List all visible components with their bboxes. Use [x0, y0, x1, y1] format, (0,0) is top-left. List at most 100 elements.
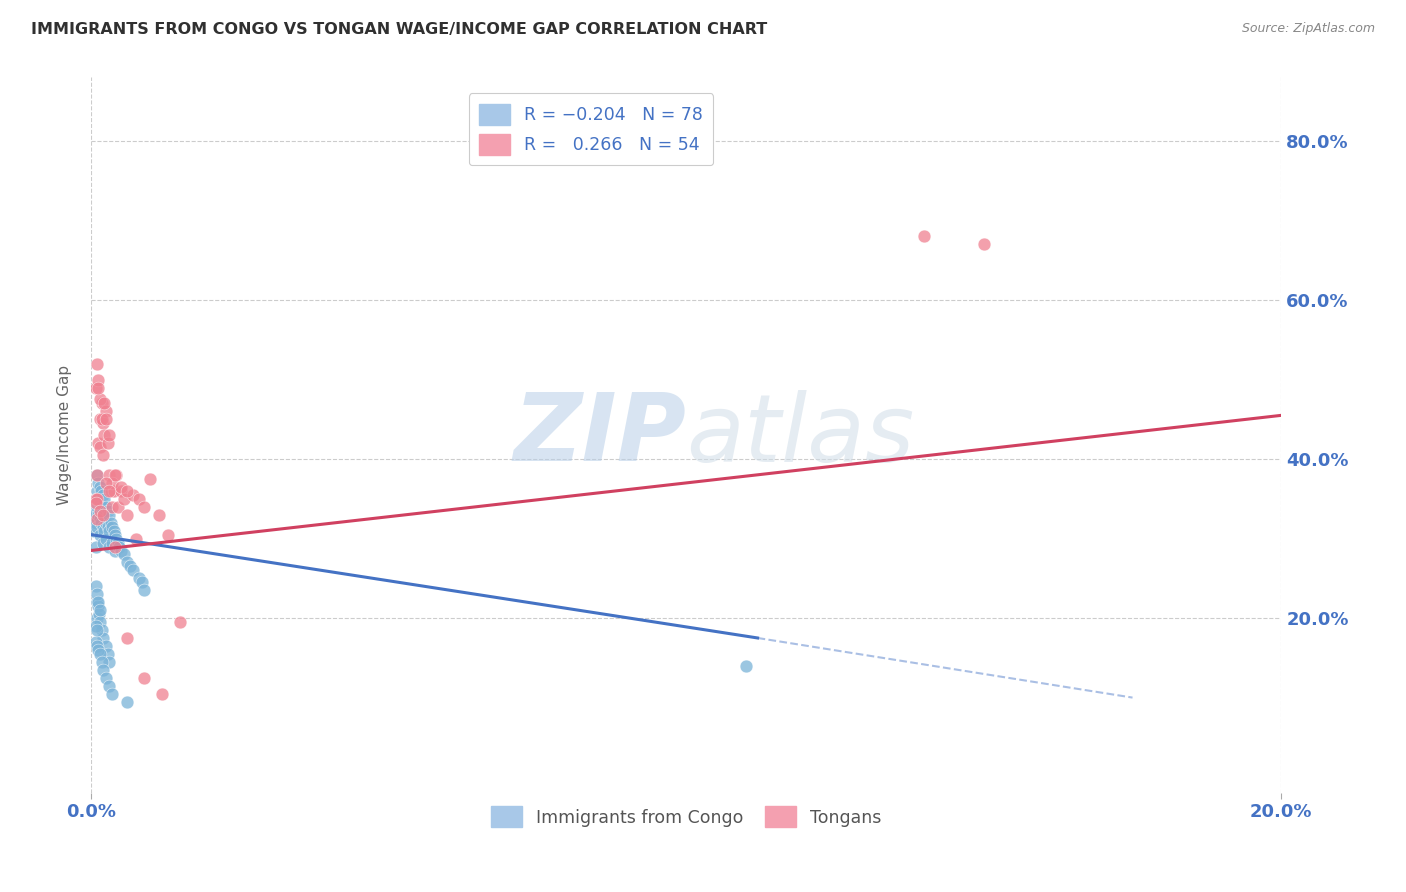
Point	[107, 500, 129, 514]
Point	[94, 671, 117, 685]
Point	[89, 480, 111, 494]
Point	[86, 639, 108, 653]
Point	[86, 500, 108, 514]
Point	[97, 483, 120, 498]
Text: ZIP: ZIP	[513, 389, 686, 481]
Point	[89, 412, 111, 426]
Point	[94, 500, 117, 514]
Point	[91, 504, 114, 518]
Point	[112, 548, 135, 562]
Point	[89, 504, 111, 518]
Point	[93, 524, 115, 538]
Point	[734, 658, 756, 673]
Point	[91, 448, 114, 462]
Point	[100, 519, 122, 533]
Point	[121, 563, 143, 577]
Point	[91, 508, 114, 522]
Point	[90, 500, 112, 514]
Point	[93, 428, 115, 442]
Point	[97, 679, 120, 693]
Point	[97, 655, 120, 669]
Point	[150, 687, 173, 701]
Point	[87, 508, 110, 522]
Point	[94, 516, 117, 530]
Point	[84, 496, 107, 510]
Point	[94, 475, 117, 490]
Point	[87, 599, 110, 614]
Point	[100, 687, 122, 701]
Point	[86, 491, 108, 506]
Point	[91, 488, 114, 502]
Point	[97, 647, 120, 661]
Point	[104, 540, 127, 554]
Point	[97, 428, 120, 442]
Point	[86, 595, 108, 609]
Point	[86, 512, 108, 526]
Point	[84, 579, 107, 593]
Point	[83, 524, 105, 538]
Point	[86, 467, 108, 482]
Point	[121, 488, 143, 502]
Point	[89, 512, 111, 526]
Point	[115, 695, 138, 709]
Point	[100, 500, 122, 514]
Point	[90, 412, 112, 426]
Point	[134, 500, 156, 514]
Point	[104, 467, 127, 482]
Point	[89, 603, 111, 617]
Text: IMMIGRANTS FROM CONGO VS TONGAN WAGE/INCOME GAP CORRELATION CHART: IMMIGRANTS FROM CONGO VS TONGAN WAGE/INC…	[31, 22, 768, 37]
Point	[91, 631, 114, 645]
Point	[84, 619, 107, 633]
Point	[89, 615, 111, 629]
Point	[973, 237, 995, 252]
Point	[104, 527, 127, 541]
Point	[118, 559, 141, 574]
Point	[97, 519, 120, 533]
Point	[84, 540, 107, 554]
Point	[110, 543, 132, 558]
Point	[94, 639, 117, 653]
Point	[91, 519, 114, 533]
Point	[110, 480, 132, 494]
Point	[148, 508, 170, 522]
Point	[90, 516, 112, 530]
Point	[104, 467, 127, 482]
Point	[108, 540, 131, 554]
Point	[912, 229, 935, 244]
Point	[86, 519, 108, 533]
Point	[97, 504, 120, 518]
Point	[86, 357, 108, 371]
Point	[84, 635, 107, 649]
Point	[93, 491, 115, 506]
Point	[90, 655, 112, 669]
Point	[86, 611, 108, 625]
Point	[93, 508, 115, 522]
Point	[115, 556, 138, 570]
Point	[97, 508, 120, 522]
Point	[86, 467, 108, 482]
Point	[115, 631, 138, 645]
Point	[94, 404, 117, 418]
Point	[84, 380, 107, 394]
Point	[97, 467, 120, 482]
Point	[90, 623, 112, 637]
Text: Source: ZipAtlas.com: Source: ZipAtlas.com	[1241, 22, 1375, 36]
Point	[112, 491, 135, 506]
Point	[89, 527, 111, 541]
Point	[103, 483, 125, 498]
Point	[90, 483, 112, 498]
Point	[128, 491, 150, 506]
Point	[128, 571, 150, 585]
Point	[87, 475, 110, 490]
Point	[97, 436, 120, 450]
Point	[84, 491, 107, 506]
Point	[91, 663, 114, 677]
Point	[93, 396, 115, 410]
Point	[94, 412, 117, 426]
Point	[157, 527, 180, 541]
Point	[100, 535, 122, 549]
Point	[103, 524, 125, 538]
Point	[86, 587, 108, 601]
Point	[87, 643, 110, 657]
Point	[100, 516, 122, 530]
